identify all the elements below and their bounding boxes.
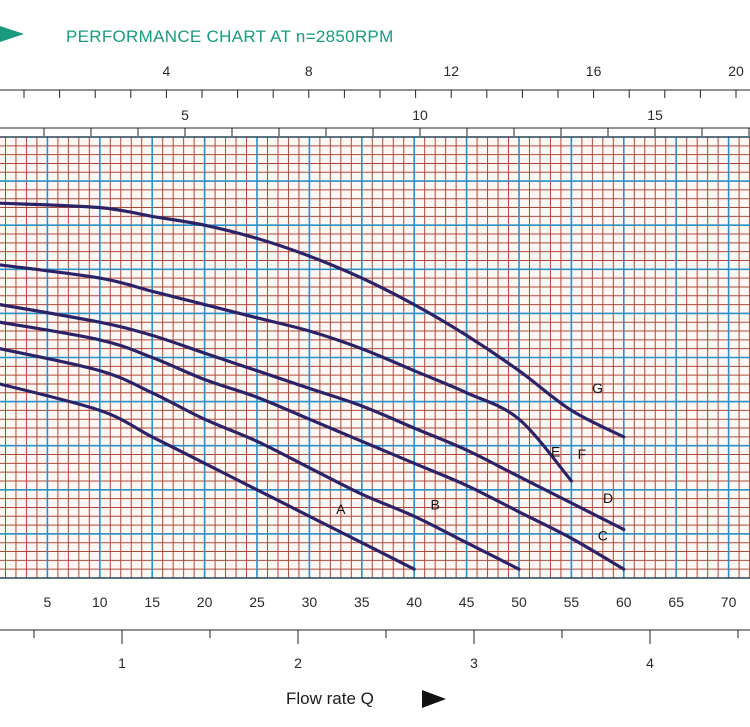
top-axis-1-tick-label: 12 xyxy=(443,63,459,79)
bottom-axis-1-tick-label: 20 xyxy=(197,594,213,610)
bottom-axis-1-tick-label: 55 xyxy=(564,594,580,610)
top-axis-1-tick-label: 20 xyxy=(728,63,744,79)
top-axis-1-tick-label: 4 xyxy=(163,63,171,79)
bottom-axis-1-tick-label: 45 xyxy=(459,594,475,610)
top-axis-2-tick-label: 10 xyxy=(412,107,428,123)
bottom-axis-1-tick-label: 60 xyxy=(616,594,632,610)
top-axis-1-ticks: 4 8 12 16 20 xyxy=(23,63,744,98)
bottom-axis-2-tick-label: 2 xyxy=(294,655,302,671)
curve-A xyxy=(0,382,416,571)
bottom-axis-1-tick-label: 25 xyxy=(249,594,265,610)
curve-labels: A B C D E F G xyxy=(336,380,613,544)
bottom-axis-2-ticks: 1 2 3 4 xyxy=(33,630,739,671)
curve-label-B: B xyxy=(430,497,439,513)
top-axis-2-tick-label: 5 xyxy=(181,107,189,123)
curve-G xyxy=(0,201,626,439)
bottom-axis-1-tick-label: 70 xyxy=(721,594,737,610)
curve-D xyxy=(0,303,626,532)
curve-label-F: F xyxy=(578,446,587,462)
bottom-axis-1-tick-label: 50 xyxy=(511,594,527,610)
plot-grid xyxy=(0,136,750,579)
top-axis-1-tick-label: 8 xyxy=(305,63,313,79)
curve-label-D: D xyxy=(603,490,613,506)
curve-E xyxy=(0,263,573,483)
bottom-axis-1-tick-label: 30 xyxy=(302,594,318,610)
bottom-axis-2-tick-label: 3 xyxy=(470,655,478,671)
curve-C xyxy=(0,320,626,571)
bottom-axis-1-tick-label: 40 xyxy=(406,594,422,610)
bottom-axis-1-tick-label: 5 xyxy=(44,594,52,610)
top-axis-2-tick-label: 15 xyxy=(647,107,663,123)
curve-label-G: G xyxy=(592,380,603,396)
curve-label-A: A xyxy=(336,501,346,517)
performance-curves xyxy=(0,201,626,571)
bottom-axis-1-tick-label: 35 xyxy=(354,594,370,610)
curve-label-C: C xyxy=(598,528,608,544)
bottom-axis-1-ticks: 51015202530354045505560657075 xyxy=(44,594,737,610)
curve-label-E: E xyxy=(551,444,560,460)
bottom-axis-2-tick-label: 4 xyxy=(646,655,654,671)
top-axis-1-tick-label: 16 xyxy=(586,63,602,79)
top-axis-2-ticks: 5 10 15 xyxy=(43,107,750,136)
xlabel-arrow-icon xyxy=(422,690,446,708)
curve-B xyxy=(0,347,521,571)
chart-title: PERFORMANCE CHART AT n=2850RPM xyxy=(66,27,394,46)
x-axis-label: Flow rate Q xyxy=(286,689,374,708)
bottom-axis-1-tick-label: 65 xyxy=(668,594,684,610)
title-triangle-icon xyxy=(0,26,24,42)
bottom-axis-2-tick-label: 1 xyxy=(118,655,126,671)
bottom-axis-1-tick-label: 15 xyxy=(144,594,160,610)
bottom-axis-1-tick-label: 10 xyxy=(92,594,108,610)
